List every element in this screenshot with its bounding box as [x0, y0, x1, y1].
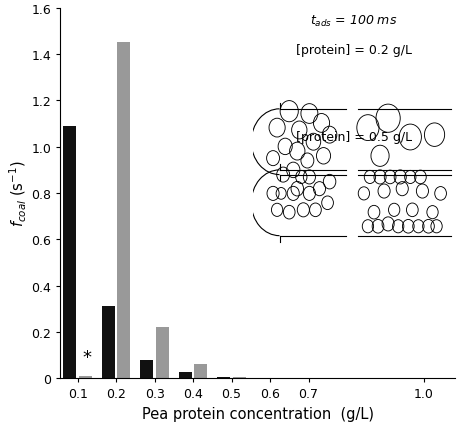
Bar — [102, 307, 115, 378]
Bar — [117, 43, 130, 378]
Bar — [79, 376, 92, 378]
Text: [protein] = 0.5 g/L: [protein] = 0.5 g/L — [295, 131, 411, 144]
Bar — [178, 373, 192, 378]
Bar — [63, 126, 76, 378]
Bar — [156, 328, 169, 378]
Text: $t_{ads}$ = 100 ms: $t_{ads}$ = 100 ms — [309, 13, 397, 28]
X-axis label: Pea protein concentration  (g/L): Pea protein concentration (g/L) — [141, 406, 373, 421]
Text: [protein] = 0.2 g/L: [protein] = 0.2 g/L — [295, 44, 411, 57]
Bar — [194, 365, 207, 378]
Y-axis label: $f_{coal}$ (s$^{-1}$): $f_{coal}$ (s$^{-1}$) — [7, 160, 28, 227]
Bar — [140, 360, 153, 378]
Text: *: * — [82, 348, 92, 366]
